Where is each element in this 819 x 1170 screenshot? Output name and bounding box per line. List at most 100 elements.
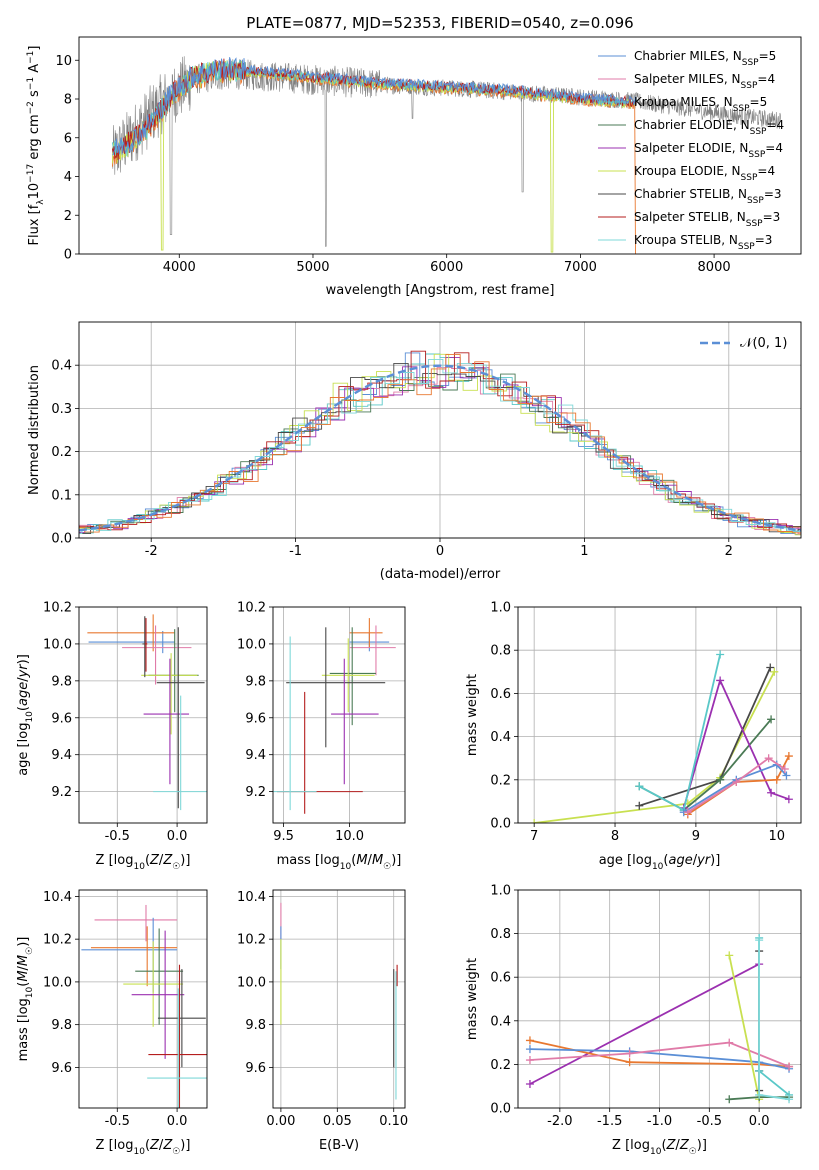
weight-marker [525, 1036, 534, 1045]
weight-marker [530, 819, 539, 823]
x-tick-label: 7000 [564, 260, 597, 275]
weight-marker [764, 754, 773, 763]
weight-marker [755, 1090, 764, 1099]
axes-age_vs_mass: 9.5 10.0 9.2 9.4 9.6 9.8 10.0 10.2 [237, 601, 405, 844]
x-axis-label: Z [log10(Z/Z☉)] [612, 1138, 707, 1157]
x-axis-label: age [log10(age/yr)] [599, 853, 721, 872]
weight-marker [725, 1095, 734, 1104]
weight-marker [716, 676, 725, 685]
x-tick-label: 4000 [163, 260, 196, 275]
y-tick-label: 9.8 [245, 674, 266, 689]
weight-marker [625, 1058, 634, 1067]
y-tick-label: 0.4 [490, 730, 511, 745]
axes-frame [78, 606, 208, 824]
x-tick-label: 6000 [430, 260, 463, 275]
y-tick-label: 0.6 [490, 971, 511, 986]
errorbars [280, 902, 398, 1100]
axes-frame [517, 606, 802, 824]
errorbar-point [329, 627, 376, 726]
legend: Chabrier MILES, NSSP=5 Salpeter MILES, NS… [598, 49, 784, 252]
y-tick-label: 0.6 [490, 687, 511, 702]
weight-series [758, 938, 790, 1096]
x-tick-label: -1.5 [597, 1114, 622, 1129]
axes-frame [78, 889, 208, 1109]
x-tick-label: 5000 [296, 260, 329, 275]
x-tick-label: -1 [289, 544, 302, 559]
histogram-series [79, 353, 801, 536]
y-axis-label: mass weight [465, 674, 480, 756]
axes-frame [272, 606, 406, 824]
x-tick-label: 1 [580, 544, 588, 559]
errorbars [81, 904, 207, 1108]
y-tick-label: 0.0 [490, 1102, 511, 1117]
weight-series [683, 763, 788, 813]
y-tick-label: 0.4 [490, 1014, 511, 1029]
weight-marker [784, 795, 793, 804]
y-tick-label: 10.4 [237, 890, 266, 905]
x-tick-label: 0 [436, 544, 444, 559]
errorbar-point [286, 627, 386, 748]
weight-marker [784, 752, 793, 761]
y-tick-label: 10 [55, 54, 72, 69]
y-tick-label: 9.6 [245, 1061, 266, 1076]
y-axis-label: mass weight [465, 958, 480, 1040]
y-tick-label: 0 [64, 248, 72, 263]
y-axis-label: age [log10(age/yr)] [16, 654, 35, 776]
legend-label: 𝒩(0, 1) [740, 336, 787, 351]
legend-label: Chabrier STELIB, NSSP=3 [634, 187, 782, 206]
y-tick-label: 0.8 [490, 927, 511, 942]
axes-frame [78, 36, 802, 255]
weight-marker [725, 951, 734, 960]
y-tick-label: 9.8 [51, 1018, 72, 1033]
x-tick-label: 8000 [698, 260, 731, 275]
y-tick-label: 0.2 [490, 1058, 511, 1073]
x-tick-label: -0.5 [105, 829, 130, 844]
weight-marker [755, 936, 764, 945]
x-tick-label: 9 [692, 829, 700, 844]
weight-lines [525, 933, 794, 1104]
y-tick-label: 10.0 [43, 975, 72, 990]
weight-marker [625, 1049, 634, 1058]
errorbar-point [123, 941, 184, 1027]
y-tick-label: 9.2 [51, 785, 72, 800]
weight-marker [716, 775, 725, 784]
x-tick-label: 0.10 [379, 1114, 408, 1129]
errorbar-point [90, 926, 178, 987]
x-tick-label: 0.00 [266, 1114, 295, 1129]
weight-marker [716, 650, 725, 659]
x-tick-label: 8 [611, 829, 619, 844]
y-tick-label: 0.3 [51, 402, 72, 417]
spectrum-lines [111, 56, 781, 254]
y-tick-label: 4 [64, 170, 72, 185]
y-tick-label: 10.2 [43, 933, 72, 948]
errorbar-point [156, 627, 205, 809]
errorbar-point [321, 638, 375, 713]
y-tick-label: 9.4 [51, 748, 72, 763]
y-tick-label: 9.8 [51, 674, 72, 689]
y-tick-label: 10.2 [237, 601, 266, 616]
y-tick-label: 9.2 [245, 785, 266, 800]
x-tick-label: -0.5 [105, 1114, 130, 1129]
errorbar-point [273, 636, 317, 811]
y-axis-label: mass [log10(M/M☉)] [16, 937, 35, 1062]
x-tick-label: 9.5 [273, 829, 294, 844]
errorbar-point [331, 658, 379, 785]
y-tick-label: 9.8 [245, 1018, 266, 1033]
weight-series [529, 1048, 790, 1070]
model-spectrum [112, 57, 637, 156]
y-tick-label: 0.2 [490, 773, 511, 788]
legend-label: Salpeter ELODIE, NSSP=4 [634, 141, 783, 160]
y-tick-label: 9.6 [51, 711, 72, 726]
errorbars [273, 618, 396, 814]
y-tick-label: 10.2 [237, 933, 266, 948]
x-tick-label: 0.0 [167, 1114, 188, 1129]
y-tick-label: 6 [64, 131, 72, 146]
errorbar-point [141, 653, 198, 735]
legend-label: Kroupa MILES, NSSP=5 [634, 95, 767, 114]
y-tick-label: 10.0 [237, 975, 266, 990]
figure-title: PLATE=0877, MJD=52353, FIBERID=0540, z=0… [246, 14, 633, 32]
x-tick-label: 10.0 [335, 829, 364, 844]
weight-marker [525, 1056, 534, 1065]
errorbar-point [157, 969, 206, 1068]
